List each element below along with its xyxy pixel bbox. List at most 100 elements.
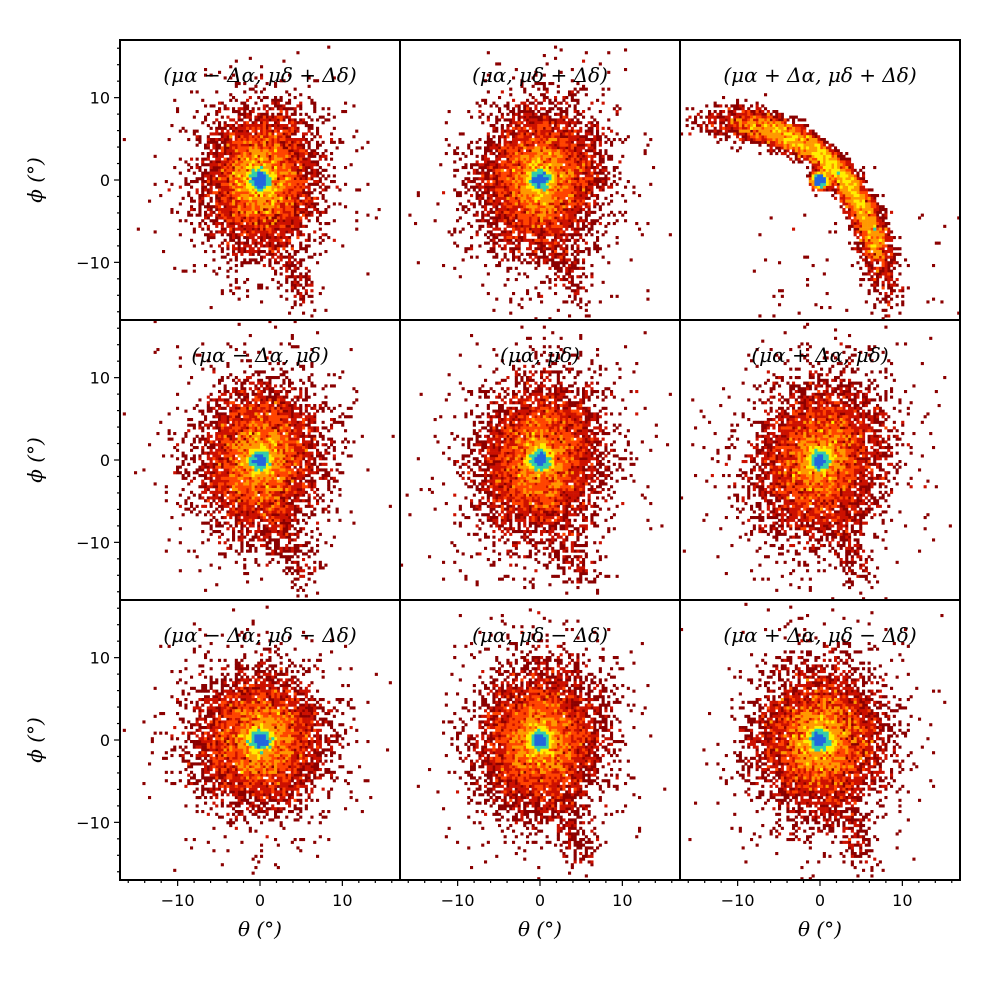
density-bin xyxy=(526,199,530,203)
density-bin xyxy=(495,62,499,66)
density-bin xyxy=(887,278,891,282)
density-bin xyxy=(601,280,605,284)
density-bin xyxy=(288,196,292,200)
density-bin xyxy=(304,278,308,282)
density-bin xyxy=(884,213,888,217)
density-bin xyxy=(260,138,264,142)
density-bin xyxy=(590,219,594,223)
density-bin xyxy=(220,255,224,259)
density-bin xyxy=(551,191,555,195)
density-bin xyxy=(517,115,521,119)
density-bin xyxy=(778,303,782,307)
density-bin xyxy=(218,110,222,114)
density-bin xyxy=(898,289,902,293)
density-bin xyxy=(229,93,233,97)
density-bin xyxy=(514,121,518,125)
density-bin xyxy=(747,135,751,139)
density-bin xyxy=(576,275,580,279)
density-bin xyxy=(570,247,574,251)
density-bin xyxy=(321,154,325,158)
density-bin xyxy=(324,222,328,226)
density-bin xyxy=(282,230,286,234)
density-bin xyxy=(310,174,314,178)
density-bin xyxy=(587,205,591,209)
density-bin xyxy=(285,135,289,139)
density-bin xyxy=(542,152,546,156)
density-bin xyxy=(472,163,476,167)
density-bin xyxy=(556,224,560,228)
density-bin xyxy=(808,160,812,164)
density-bin xyxy=(514,247,518,251)
density-bin xyxy=(554,205,558,209)
density-bin xyxy=(540,250,544,254)
density-bin xyxy=(226,107,230,111)
density-bin xyxy=(234,110,238,114)
density-bin xyxy=(542,146,546,150)
density-bin xyxy=(299,219,303,223)
density-bin xyxy=(307,96,311,100)
density-bin xyxy=(464,210,468,214)
density-bin xyxy=(310,314,314,318)
density-bin xyxy=(456,168,460,172)
density-bin xyxy=(254,185,258,189)
density-bin xyxy=(506,188,510,192)
density-bin xyxy=(528,115,532,119)
density-bin xyxy=(548,154,552,158)
density-bin xyxy=(324,149,328,153)
density-bin xyxy=(209,306,213,310)
density-bin xyxy=(559,146,563,150)
density-bin xyxy=(498,146,502,150)
density-bin xyxy=(313,230,317,234)
density-bin xyxy=(234,255,238,259)
density-bin xyxy=(192,264,196,268)
density-bin xyxy=(218,157,222,161)
density-bin xyxy=(481,180,485,184)
density-bin xyxy=(240,208,244,212)
density-bin xyxy=(215,154,219,158)
density-bin xyxy=(274,252,278,256)
density-bin xyxy=(573,194,577,198)
density-bin xyxy=(584,154,588,158)
density-bin xyxy=(554,264,558,268)
density-bin xyxy=(890,289,894,293)
density-bin xyxy=(279,143,283,147)
density-bin xyxy=(514,171,518,175)
density-bin xyxy=(531,238,535,242)
density-bin xyxy=(825,188,829,192)
density-bin xyxy=(570,90,574,94)
density-bin xyxy=(584,308,588,312)
density-bin xyxy=(582,87,586,91)
density-bin xyxy=(520,129,524,133)
density-bin xyxy=(582,138,586,142)
density-bin xyxy=(554,180,558,184)
density-bin xyxy=(528,261,532,265)
density-bin xyxy=(528,216,532,220)
density-bin xyxy=(590,180,594,184)
density-bin xyxy=(254,166,258,170)
density-bin xyxy=(318,166,322,170)
density-bin xyxy=(318,177,322,181)
density-bin xyxy=(545,112,549,116)
density-bin xyxy=(548,286,552,290)
density-bin xyxy=(570,275,574,279)
density-bin xyxy=(537,177,541,181)
density-bin xyxy=(274,96,278,100)
density-bin xyxy=(503,118,507,122)
density-bin xyxy=(271,216,275,220)
density-bin xyxy=(565,101,569,105)
density-bin xyxy=(526,202,530,206)
density-bin xyxy=(307,157,311,161)
density-bin xyxy=(548,191,552,195)
density-bin xyxy=(304,138,308,142)
density-bin xyxy=(573,202,577,206)
density-bin xyxy=(876,283,880,287)
density-bin xyxy=(531,143,535,147)
density-bin xyxy=(299,104,303,108)
density-bin xyxy=(551,163,555,167)
density-bin xyxy=(579,194,583,198)
density-bin xyxy=(531,233,535,237)
density-bin xyxy=(271,182,275,186)
density-bin xyxy=(876,205,880,209)
density-bin xyxy=(554,292,558,296)
density-bin xyxy=(853,222,857,226)
